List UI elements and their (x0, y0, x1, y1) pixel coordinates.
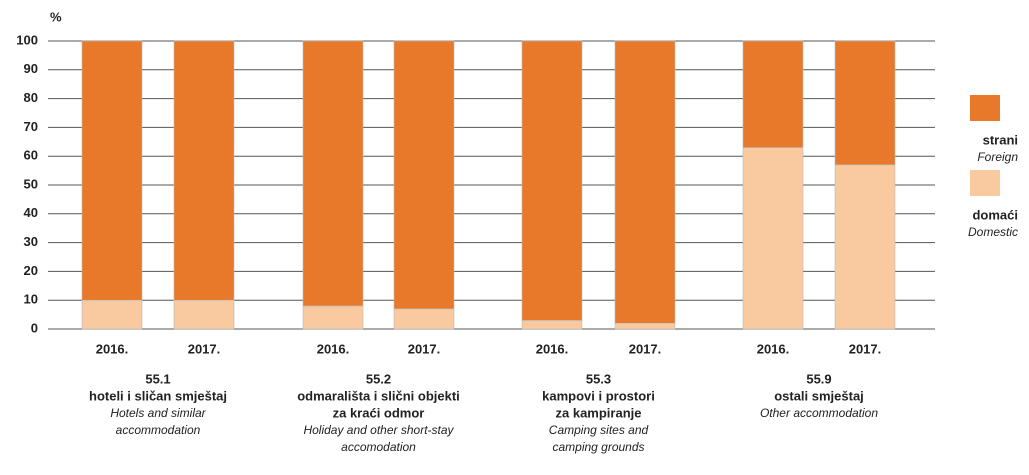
legend-label-en: Domestic (968, 225, 1018, 239)
y-tick-label: 70 (24, 119, 38, 134)
bar-segment (81, 299, 143, 330)
x-tick-label: 2016. (757, 341, 790, 356)
y-axis-label: % (50, 9, 62, 24)
group-name-en: Other accommodation (760, 406, 878, 420)
y-tick-label: 50 (24, 176, 38, 191)
group-name: ostali smještaj (774, 388, 864, 403)
bar-segment (521, 320, 583, 330)
bar-segment (521, 40, 583, 321)
x-tick-label: 2017. (849, 341, 882, 356)
bar-segment (302, 40, 364, 307)
bar-segment (173, 40, 235, 301)
group-name-en: Camping sites and (549, 423, 649, 437)
group-code: 55.2 (366, 371, 391, 386)
y-tick-label: 0 (31, 320, 38, 335)
legend-swatch (970, 95, 1000, 121)
y-tick-label: 90 (24, 61, 38, 76)
y-tick-label: 100 (16, 32, 38, 47)
group-name-en: camping grounds (552, 440, 644, 454)
group-name: za kraći odmor (333, 405, 425, 420)
x-tick-label: 2016. (96, 341, 129, 356)
y-tick-label: 10 (24, 292, 38, 307)
x-tick-label: 2017. (629, 341, 662, 356)
bar-segment (614, 322, 676, 330)
bar-segment (614, 40, 676, 324)
legend-label: strani (983, 132, 1018, 147)
legend-label-en: Foreign (977, 150, 1018, 164)
group-name: odmarališta i slični objekti (297, 388, 460, 403)
bar-segment (834, 164, 896, 330)
group-name: hoteli i sličan smještaj (89, 388, 227, 403)
y-tick-label: 80 (24, 90, 38, 105)
bar-segment (393, 40, 455, 310)
bar-segment (173, 299, 235, 330)
group-code: 55.3 (586, 371, 611, 386)
y-tick-label: 60 (24, 148, 38, 163)
legend-swatch (970, 170, 1000, 196)
y-tick-label: 40 (24, 205, 38, 220)
y-tick-label: 30 (24, 234, 38, 249)
x-tick-label: 2017. (408, 341, 441, 356)
group-name-en: Holiday and other short-stay (303, 423, 454, 437)
x-tick-label: 2016. (317, 341, 350, 356)
legend-label: domaći (972, 207, 1018, 222)
bar-segment (302, 305, 364, 330)
group-code: 55.9 (806, 371, 831, 386)
group-name-en: Hotels and similar (110, 406, 206, 420)
bar-segment (393, 308, 455, 330)
group-code: 55.1 (145, 371, 170, 386)
bar-segment (81, 40, 143, 301)
group-name: za kampiranje (556, 405, 642, 420)
bar-segment (742, 147, 804, 330)
group-name-en: accomodation (341, 440, 416, 454)
y-tick-label: 20 (24, 263, 38, 278)
bar-segment (834, 40, 896, 166)
group-name: kampovi i prostori (542, 388, 655, 403)
x-tick-label: 2017. (188, 341, 221, 356)
bar-segment (742, 40, 804, 148)
x-tick-label: 2016. (536, 341, 569, 356)
group-name-en: accommodation (116, 423, 201, 437)
